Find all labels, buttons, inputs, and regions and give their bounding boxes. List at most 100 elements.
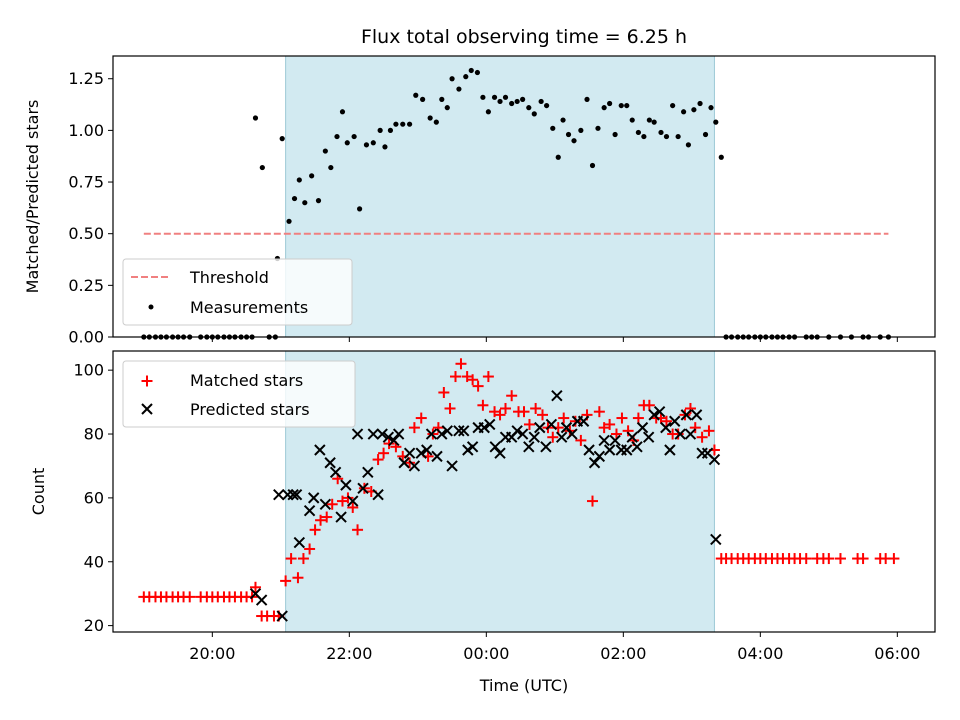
matched-star-point <box>249 581 261 593</box>
predicted-star-point <box>307 492 320 504</box>
matched-star-point <box>523 418 535 430</box>
matched-star-point <box>558 412 570 424</box>
predicted-star-point <box>653 405 666 418</box>
matched-star-point <box>292 572 304 584</box>
matched-star-point <box>304 543 316 555</box>
measurement-point <box>514 98 520 105</box>
measurement-point <box>658 129 664 136</box>
measurement-point <box>635 129 641 136</box>
measurement-point <box>259 164 265 171</box>
measurement-point <box>550 125 556 131</box>
measurement-point <box>328 164 334 171</box>
predicted-star-point <box>367 428 380 440</box>
matched-star-point <box>415 412 427 424</box>
measurement-point <box>708 105 714 111</box>
predicted-star-point <box>431 450 443 463</box>
predicted-star-point <box>382 431 395 443</box>
predicted-star-point <box>421 444 433 456</box>
predicted-star-point <box>347 495 359 507</box>
matched-star-point <box>643 399 655 411</box>
ratio-legend-box <box>122 258 353 326</box>
matched-star-point <box>888 553 900 565</box>
measurement-point <box>286 218 292 224</box>
measurement-point <box>641 133 647 140</box>
measurement-point <box>309 173 315 179</box>
predicted-star-point <box>577 415 590 427</box>
predicted-star-point <box>523 441 535 453</box>
predicted-star-point <box>324 457 336 469</box>
x-axis-label: Time (UTC) <box>479 676 568 695</box>
predicted-star-point <box>598 434 610 447</box>
matched-star-point <box>297 553 309 565</box>
predicted-star-point <box>588 457 601 469</box>
ratio-panel: 0.00 0.25 0.50 0.75 1.00 1.25 Flux total obse… <box>23 26 936 347</box>
y-tick-label: 0.25 <box>68 276 104 295</box>
measurement-point <box>571 138 577 144</box>
matched-star-point <box>823 553 835 565</box>
ratio-y-ticks: 0.00 0.25 0.50 0.75 1.00 1.25 <box>68 69 113 347</box>
predicted-star-point <box>466 441 479 453</box>
matched-star-point <box>834 553 846 565</box>
matched-stars-layer <box>138 358 900 622</box>
measurement-point <box>601 105 607 111</box>
predicted-star-point <box>555 431 568 443</box>
measurement-point <box>646 117 652 123</box>
matched-star-point <box>506 390 518 402</box>
matched-star-point <box>494 409 506 421</box>
predicted-star-point <box>668 415 681 427</box>
measurement-point <box>624 102 630 109</box>
predicted-star-point <box>351 428 364 440</box>
matched-star-point <box>569 415 581 427</box>
predicted-star-point <box>593 450 606 463</box>
matched-star-point <box>352 524 364 536</box>
predicted-star-point <box>287 488 299 501</box>
measurement-point <box>578 127 584 133</box>
count-y-axis-label: Count <box>29 468 48 516</box>
matched-star-point <box>800 553 812 565</box>
predicted-star-point <box>551 389 563 402</box>
y-tick-label: 0.00 <box>68 328 104 347</box>
matched-star-point <box>477 399 489 411</box>
y-tick-label: 40 <box>84 552 104 571</box>
count-y-ticks: 20 40 60 80 100 <box>73 361 113 635</box>
predicted-star-point <box>684 428 697 440</box>
measurement-point <box>718 154 724 160</box>
predicted-star-point <box>690 409 703 421</box>
measurement-point <box>651 119 657 125</box>
measurement-point <box>382 144 388 150</box>
x-tick-label: 20:00 <box>189 644 235 663</box>
measurement-point <box>544 102 550 109</box>
matched-star-point <box>184 591 196 603</box>
legend-x-marker <box>141 403 153 415</box>
measurement-point <box>474 69 481 76</box>
predicted-star-point <box>636 421 649 434</box>
matched-star-point <box>404 457 416 469</box>
measurement-point <box>491 94 498 100</box>
x-tick-label: 04:00 <box>737 644 783 663</box>
measurement-point <box>629 117 635 123</box>
measurement-point <box>279 136 285 142</box>
legend-matched-label: Matched stars <box>190 371 303 390</box>
ratio-x-ticks <box>211 337 898 342</box>
measurement-point <box>252 115 259 121</box>
predicted-star-point <box>372 488 384 501</box>
predicted-star-point <box>680 409 693 421</box>
matched-star-point <box>383 438 395 450</box>
measurement-point <box>685 142 692 148</box>
measurement-point <box>420 96 426 102</box>
measurement-point <box>663 133 670 140</box>
legend-measurements-swatch <box>148 304 154 310</box>
predicted-star-point <box>403 447 416 459</box>
matched-star-point <box>378 447 390 459</box>
count-legend-box <box>122 360 356 428</box>
predicted-star-point <box>674 428 686 440</box>
measurement-point <box>713 119 719 125</box>
predicted-star-point <box>314 444 326 456</box>
matched-star-point <box>472 380 484 392</box>
measurement-point <box>439 96 445 102</box>
legend-matched-swatch <box>141 375 153 387</box>
matched-star-point <box>285 553 297 565</box>
matched-star-point <box>536 409 548 421</box>
matched-star-point <box>321 511 333 523</box>
matched-star-point <box>326 498 338 510</box>
